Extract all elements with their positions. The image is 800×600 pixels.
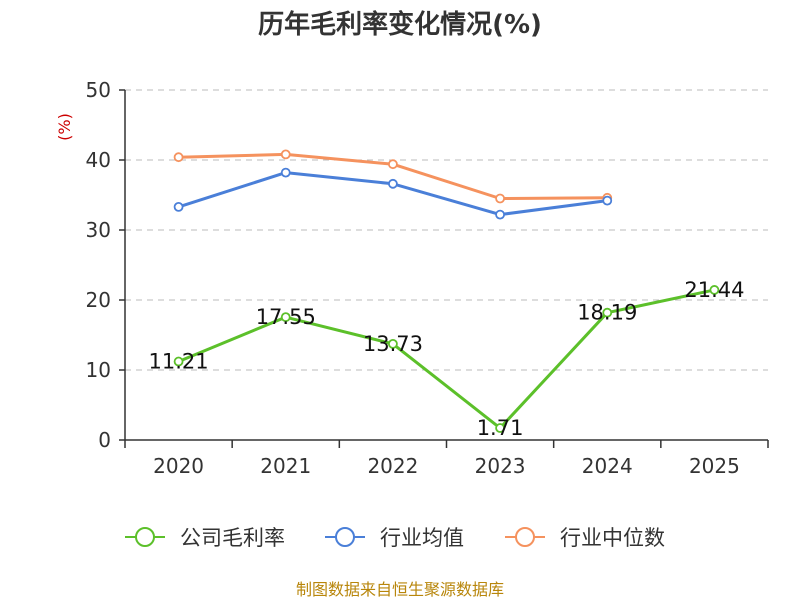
x-tick-label: 2025 xyxy=(689,454,740,478)
data-labels: 11.21 17.55 13.73 1.71 18.19 21.44 xyxy=(149,278,745,440)
data-label: 13.73 xyxy=(363,332,423,356)
grid-lines xyxy=(125,89,768,371)
data-point xyxy=(173,201,184,212)
chart-title: 历年毛利率变化情况(%) xyxy=(258,9,542,40)
data-point xyxy=(388,159,398,170)
data-point xyxy=(280,312,291,323)
data-point xyxy=(280,167,291,178)
data-point xyxy=(495,193,505,204)
data-point xyxy=(495,209,505,220)
axes: 0 10 20 30 40 50 2020 2021 2022 2023 2024 2025 xyxy=(86,78,769,478)
series-line-0 xyxy=(178,288,715,430)
data-point xyxy=(173,152,184,163)
y-tick-label: 40 xyxy=(86,148,111,172)
data-point xyxy=(388,338,398,349)
legend-label: 行业中位数 xyxy=(560,526,665,550)
y-tick-label: 50 xyxy=(86,78,111,102)
y-tick-label: 10 xyxy=(86,358,111,382)
y-tick-label: 0 xyxy=(98,428,111,452)
legend-marker xyxy=(515,527,535,547)
y-tick-label: 20 xyxy=(86,288,111,312)
data-label: 21.44 xyxy=(684,278,744,302)
source-note: 制图数据来自恒生聚源数据库 xyxy=(296,580,504,599)
data-point xyxy=(173,356,184,367)
data-point xyxy=(602,195,613,206)
x-tick-label: 2021 xyxy=(260,454,311,478)
data-label: 1.71 xyxy=(477,416,524,440)
data-point xyxy=(495,423,505,433)
x-tick-label: 2022 xyxy=(367,454,418,478)
data-point xyxy=(602,307,613,318)
data-point xyxy=(709,285,720,295)
legend-marker xyxy=(335,527,355,547)
y-axis-unit: (%) xyxy=(55,113,74,141)
legend-label: 行业均值 xyxy=(380,526,464,550)
data-label: 17.55 xyxy=(256,305,316,329)
data-label: 18.19 xyxy=(577,301,637,325)
legend-label: 公司毛利率 xyxy=(180,526,285,550)
y-tick-label: 30 xyxy=(86,218,111,242)
x-tick-label: 2020 xyxy=(153,454,204,478)
legend-marker xyxy=(135,527,155,547)
data-point xyxy=(388,178,398,189)
x-tick-label: 2023 xyxy=(475,454,526,478)
data-label: 11.21 xyxy=(149,350,209,374)
legend: 公司毛利率 行业均值 行业中位数 xyxy=(125,526,665,550)
data-point xyxy=(280,149,291,160)
series-layer xyxy=(173,149,720,433)
x-tick-label: 2024 xyxy=(582,454,633,478)
